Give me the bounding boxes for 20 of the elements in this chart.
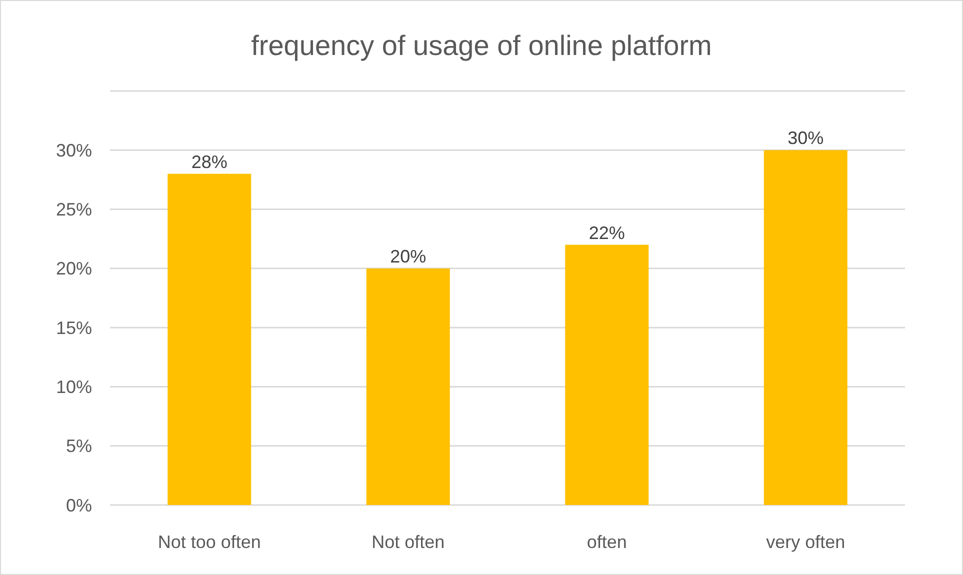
y-tick-label: 5% [66, 436, 92, 456]
bar [764, 150, 848, 505]
x-tick-label: very often [766, 532, 846, 552]
data-label: 30% [788, 128, 824, 148]
y-tick-label: 30% [56, 140, 92, 160]
y-tick-label: 15% [56, 318, 92, 338]
y-tick-label: 25% [56, 200, 92, 220]
x-tick-label: Not too often [158, 532, 261, 552]
x-tick-label: Not often [372, 532, 445, 552]
chart-title: frequency of usage of online platform [251, 30, 712, 61]
x-tick-label: often [586, 532, 627, 552]
bar [565, 244, 649, 505]
bar [168, 174, 252, 505]
y-tick-label: 0% [66, 495, 92, 516]
data-label: 20% [390, 246, 426, 266]
data-label: 28% [191, 152, 228, 172]
y-tick-label: 20% [56, 258, 92, 279]
y-tick-label: 10% [56, 377, 92, 398]
data-label: 22% [588, 222, 625, 243]
bar [366, 268, 450, 505]
